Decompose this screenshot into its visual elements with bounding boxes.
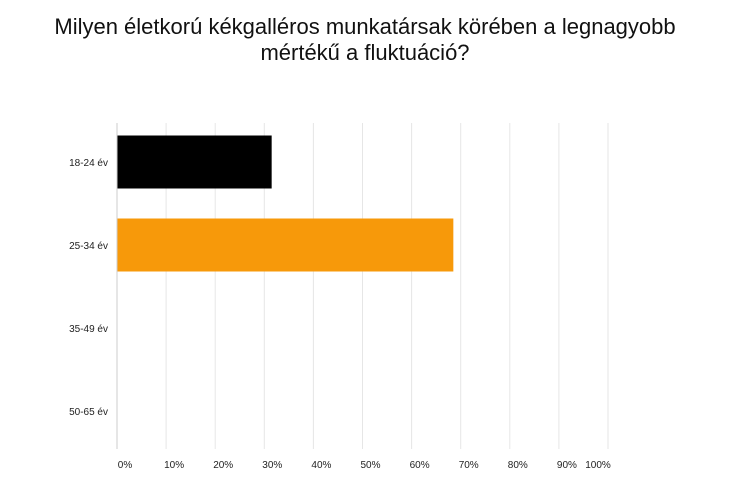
x-tick-label: 50% [360,460,380,471]
x-tick-label: 100% [585,460,611,471]
chart-title-line-1: Milyen életkorú kékgalléros munkatársak … [54,14,676,39]
x-tick-label: 30% [262,460,282,471]
bar-2 [117,218,454,272]
chart-title-line-2: mértékű a fluktuáció? [260,40,470,65]
x-tick-label: 70% [459,460,479,471]
x-tick-labels: 0% 10% 20% 30% 40% 50% 60% 70% 80% 90% 100% [118,460,611,471]
category-labels: 18-24 év 25-34 év 35-49 év 50-65 év [69,158,108,418]
x-tick-label: 60% [410,460,430,471]
category-label: 25-34 év [69,241,108,252]
bar-1 [117,135,272,189]
bars [117,135,454,272]
category-label: 35-49 év [69,324,108,335]
x-tick-label: 20% [213,460,233,471]
x-tick-label: 0% [118,460,133,471]
category-label: 18-24 év [69,158,108,169]
chart-title: Milyen életkorú kékgalléros munkatársak … [0,14,730,66]
x-tick-label: 40% [311,460,331,471]
x-tick-label: 90% [557,460,577,471]
gridlines [116,123,609,449]
category-label: 50-65 év [69,407,108,418]
x-tick-label: 80% [508,460,528,471]
x-tick-label: 10% [164,460,184,471]
